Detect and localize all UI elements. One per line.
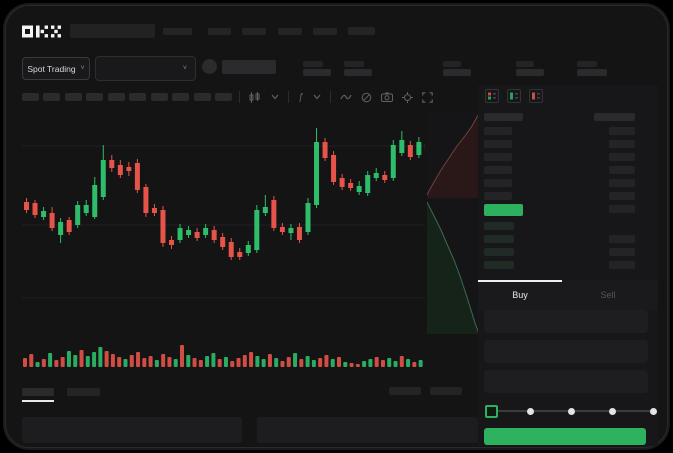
bid-amount-skeleton [609, 261, 635, 269]
spot-trading-label: Spot Trading [27, 63, 76, 74]
bottom-tab-skeleton[interactable] [22, 388, 54, 396]
divider [329, 91, 331, 103]
ask-row-skeleton [484, 192, 512, 200]
bids-area [427, 202, 480, 334]
bottom-input-skeleton[interactable] [257, 417, 478, 443]
line-tool-icon[interactable] [340, 93, 352, 101]
bottom-tab-skeleton[interactable] [67, 388, 100, 396]
book-combined-icon[interactable] [485, 89, 499, 103]
ask-row-skeleton [484, 127, 512, 135]
stat-value-skeleton [303, 69, 331, 76]
ask-row-skeleton [484, 179, 512, 187]
chevron-down-icon: ˅ [80, 65, 85, 72]
indicators-icon[interactable]: ƒ [298, 91, 304, 103]
bottom-action-skeleton[interactable] [430, 387, 462, 395]
chevron-down-icon[interactable] [271, 94, 279, 100]
pair-name-skeleton [222, 60, 276, 74]
ask-row-skeleton [484, 153, 512, 161]
price-input-skeleton[interactable] [484, 310, 648, 333]
chart-tools: ƒ [239, 90, 433, 104]
slider-stop-dot[interactable] [608, 407, 616, 415]
ask-amount-skeleton [609, 140, 635, 148]
interval-skeleton[interactable] [151, 93, 168, 101]
ask-amount-skeleton [609, 192, 635, 200]
stat-value-skeleton [443, 69, 471, 76]
nav-item-skeleton[interactable] [278, 28, 302, 35]
divider [288, 91, 289, 103]
camera-icon[interactable] [380, 92, 393, 102]
stat-label-skeleton [303, 61, 323, 67]
orderbook-header-skeleton [484, 113, 523, 121]
buy-sell-tabbar [478, 280, 658, 310]
coin-avatar[interactable] [202, 59, 217, 74]
slider-stop-dot[interactable] [649, 407, 657, 415]
depth-chart [427, 112, 480, 334]
stat-label-skeleton [443, 61, 461, 67]
okx-logo-icon[interactable] [22, 25, 62, 38]
bottom-input-skeleton[interactable] [22, 417, 242, 443]
book-bids-icon[interactable] [507, 89, 521, 103]
stat-value-skeleton [577, 69, 607, 76]
bid-amount-skeleton [609, 235, 635, 243]
candle-type-icon[interactable] [249, 91, 262, 103]
nav-item-skeleton[interactable] [163, 28, 192, 35]
active-tab-indicator [478, 280, 562, 282]
ask-row-skeleton [484, 140, 512, 148]
bid-row-skeleton [484, 235, 514, 243]
interval-skeleton[interactable] [86, 93, 103, 101]
ask-amount-skeleton [609, 179, 635, 187]
bottom-tab-underline [22, 400, 54, 402]
fullscreen-icon[interactable] [421, 91, 433, 103]
slider-stop-dot[interactable] [526, 407, 534, 415]
nav-item-skeleton[interactable] [313, 28, 337, 35]
amount-slider-handle[interactable] [485, 405, 498, 418]
stat-label-skeleton [577, 61, 597, 67]
bid-row-skeleton [484, 248, 514, 256]
ask-amount-skeleton [609, 205, 635, 213]
tab-buy[interactable]: Buy [512, 290, 528, 300]
last-price-badge[interactable] [484, 204, 523, 216]
search-skeleton[interactable] [70, 24, 155, 38]
settings-icon[interactable] [401, 91, 413, 103]
nav-item-skeleton[interactable] [348, 27, 375, 35]
interval-skeleton[interactable] [43, 93, 60, 101]
buy-submit-button[interactable] [484, 428, 646, 445]
nav-item-skeleton[interactable] [242, 28, 266, 35]
volume-chart [22, 335, 425, 367]
interval-skeleton[interactable] [65, 93, 82, 101]
interval-skeleton[interactable] [172, 93, 189, 101]
bottom-action-skeleton[interactable] [389, 387, 421, 395]
slider-stop-dot[interactable] [567, 407, 575, 415]
stat-label-skeleton [344, 61, 364, 67]
bid-row-skeleton [484, 261, 514, 269]
orderbook-header-skeleton [594, 113, 635, 121]
chevron-down-icon[interactable] [313, 94, 321, 100]
stat-label-skeleton [516, 61, 534, 67]
tab-sell[interactable]: Sell [600, 290, 616, 300]
interval-skeleton[interactable] [194, 93, 211, 101]
total-input-skeleton[interactable] [484, 370, 648, 393]
spot-trading-dropdown[interactable]: Spot Trading ˅ [22, 57, 90, 80]
interval-skeleton[interactable] [22, 93, 39, 101]
nav-item-skeleton[interactable] [208, 28, 231, 35]
stat-value-skeleton [344, 69, 372, 76]
pair-select[interactable]: ˅ [95, 56, 196, 81]
eraser-icon[interactable] [361, 92, 372, 103]
ask-row-skeleton [484, 166, 512, 174]
interval-skeleton[interactable] [215, 93, 232, 101]
chevron-down-icon: ˅ [182, 65, 187, 72]
amount-input-skeleton[interactable] [484, 340, 648, 363]
divider [239, 91, 240, 103]
book-asks-icon[interactable] [529, 89, 543, 103]
candlestick-chart[interactable] [22, 110, 425, 332]
ask-amount-skeleton [609, 127, 635, 135]
stat-value-skeleton [516, 69, 544, 76]
bid-row-skeleton [484, 222, 514, 230]
bid-amount-skeleton [609, 248, 635, 256]
ask-amount-skeleton [609, 153, 635, 161]
interval-skeleton[interactable] [129, 93, 146, 101]
interval-skeleton[interactable] [108, 93, 125, 101]
ask-amount-skeleton [609, 166, 635, 174]
